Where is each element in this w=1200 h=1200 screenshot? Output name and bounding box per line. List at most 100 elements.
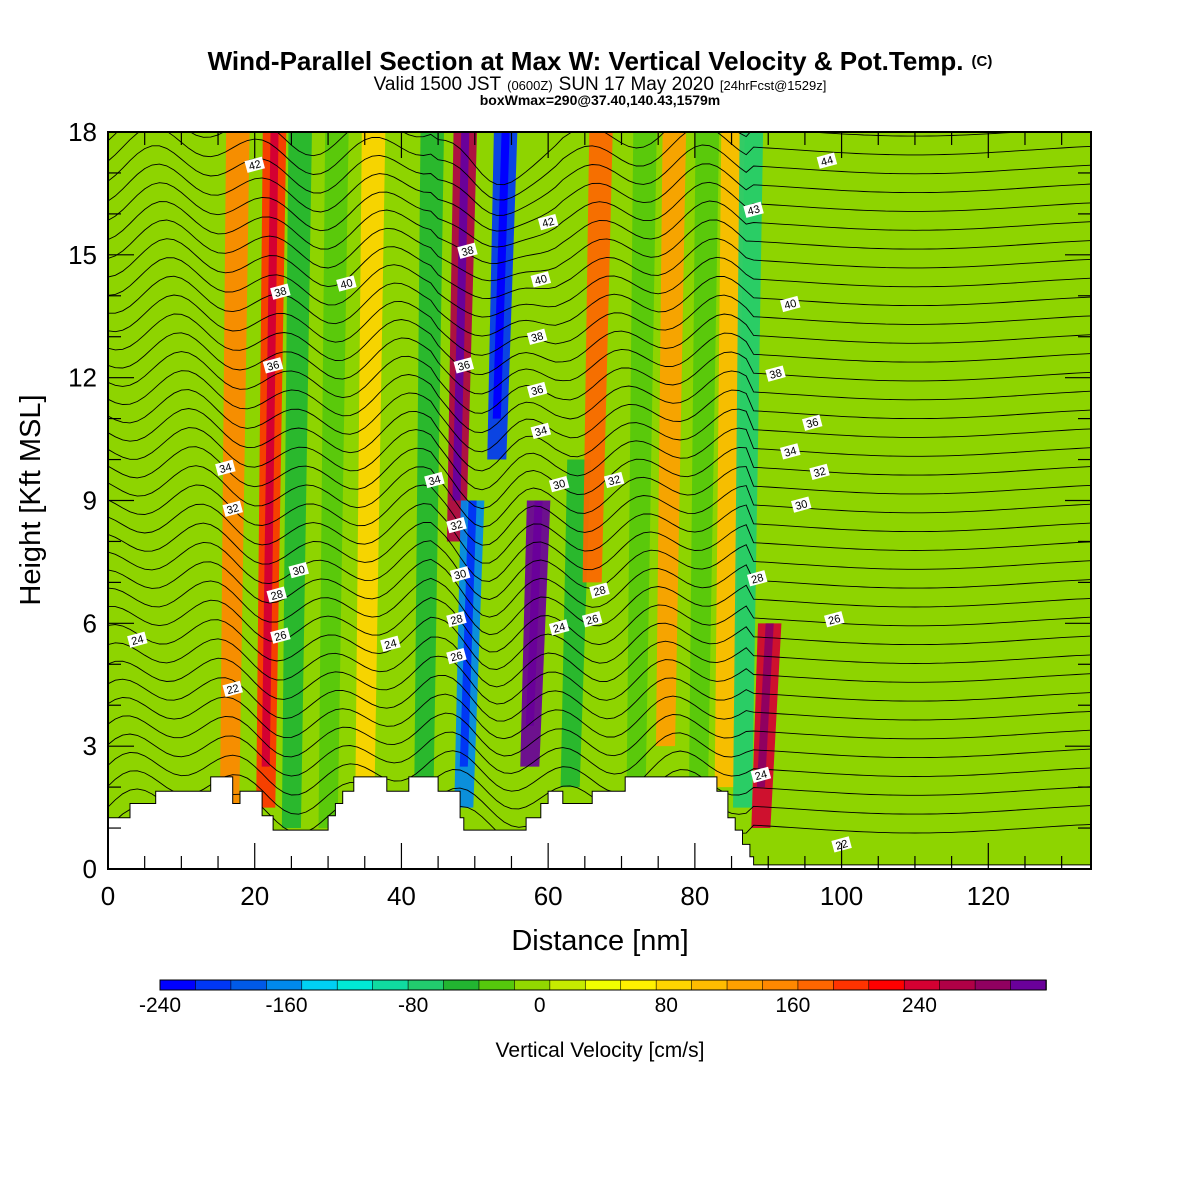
w-band-2 <box>281 132 312 829</box>
contour-label: 26 <box>824 611 845 628</box>
isentrope-26 <box>108 313 1091 376</box>
w-band-13 <box>655 132 687 747</box>
w-band-14 <box>688 132 720 788</box>
w-band-core-6 <box>452 132 470 501</box>
x-tick-label: 80 <box>680 881 709 911</box>
colorbar-tick-label: -160 <box>266 994 308 1017</box>
isentrope-33 <box>108 181 1091 248</box>
colorbar-swatch <box>514 979 551 991</box>
contour-label-text: 32 <box>812 465 827 480</box>
isentrope-15 <box>108 521 1091 582</box>
colorbar-title: Vertical Velocity [cm/s] <box>496 1039 705 1062</box>
contour-label-text: 38 <box>530 330 545 345</box>
contour-label: 34 <box>424 471 445 488</box>
isentrope-5 <box>108 712 1091 758</box>
contour-label: 26 <box>270 627 291 644</box>
colorbar-swatch <box>1010 979 1047 991</box>
contour-label-text: 42 <box>248 158 263 173</box>
contour-label: 28 <box>266 586 287 603</box>
contour-label: 38 <box>765 365 786 382</box>
contour-label: 24 <box>548 619 570 636</box>
isentrope-23 <box>108 370 1091 434</box>
isentrope-10 <box>108 616 1091 670</box>
w-band-core-7 <box>459 500 477 767</box>
contour-label-text: 40 <box>534 273 549 288</box>
contour-label-text: 32 <box>225 502 240 517</box>
colorbar-tick-label: -240 <box>139 994 181 1017</box>
isentrope-28 <box>108 275 1091 337</box>
isentrope-16 <box>108 503 1091 564</box>
contour-label: 36 <box>526 381 548 398</box>
colorbar-swatch <box>549 979 587 991</box>
contour-label-text: 44 <box>820 154 835 169</box>
colorbar-swatch <box>655 979 693 991</box>
w-band-core-17 <box>756 623 774 788</box>
contour-label: 40 <box>530 271 552 288</box>
isentrope-20 <box>108 427 1091 491</box>
colorbar-swatch <box>478 979 516 991</box>
colorbar-frame <box>159 979 1047 991</box>
y-tick-label: 12 <box>68 363 97 393</box>
contour-label-text: 30 <box>552 478 567 493</box>
contour-label-text: 38 <box>273 285 288 300</box>
colorbar-swatch <box>336 979 374 991</box>
contour-label: 24 <box>750 766 772 783</box>
contour-label: 28 <box>589 582 610 599</box>
contour-label: 40 <box>779 295 801 313</box>
colorbar-swatch <box>868 979 906 991</box>
contour-label-text: 24 <box>754 768 769 783</box>
isentrope-32 <box>108 200 1091 264</box>
colorbar-swatch <box>620 979 657 991</box>
colorbar-swatch <box>266 979 303 991</box>
colorbar-swatch <box>691 979 728 991</box>
w-band-core-9 <box>525 500 543 726</box>
w-band-11 <box>582 132 613 583</box>
y-tick-label: 3 <box>83 731 97 761</box>
x-tick-label: 120 <box>967 881 1010 911</box>
contour-label-text: 40 <box>339 277 354 292</box>
isentrope-29 <box>108 256 1091 318</box>
contour-label-text: 30 <box>794 498 809 513</box>
contour-label-text: 34 <box>783 445 798 460</box>
contour-label-text: 40 <box>783 298 798 313</box>
x-axis-label: Distance [nm] <box>511 925 688 957</box>
colorbar-swatch <box>726 979 764 991</box>
contour-label-text: 26 <box>273 629 288 644</box>
isentrope-31 <box>108 219 1091 282</box>
contour-labels: 24 22 34 32 42 38 36 30 28 26 40 24 34 38 36 32 30 28 26 42… <box>127 152 852 853</box>
colorbar-swatch <box>443 979 480 991</box>
contour-label-text: 32 <box>449 519 464 534</box>
colorbar-swatch <box>159 979 197 991</box>
x-axis: 0 20 40 60 80 100 120 <box>101 132 1063 911</box>
w-band-10 <box>560 459 591 788</box>
contour-label: 42 <box>537 213 559 231</box>
isentrope-37 <box>108 132 1025 186</box>
colorbar-tick-label: 240 <box>902 994 937 1017</box>
contour-label-text: 30 <box>453 568 468 583</box>
plot-area: 24 22 34 32 42 38 36 30 28 26 40 24 34 38 36 32 30 28 26 42… <box>108 132 1091 869</box>
contour-label-text: 24 <box>552 621 567 636</box>
contour-label-text: 38 <box>768 367 783 382</box>
y-tick-label: 9 <box>83 486 97 516</box>
colorbar-tick-label: 0 <box>534 994 546 1017</box>
contour-label: 36 <box>453 357 475 374</box>
isentrope-4 <box>108 731 1091 777</box>
contour-label: 43 <box>743 201 764 218</box>
x-tick-label: 100 <box>820 881 863 911</box>
contour-label: 30 <box>449 566 471 583</box>
x-tick-label: 0 <box>101 881 115 911</box>
isentrope-19 <box>108 446 1091 510</box>
isentrope-7 <box>108 674 1091 722</box>
contour-label: 32 <box>809 463 830 480</box>
box-wmax-info: boxWmax=290@37.40,140.43,1579m <box>480 92 721 108</box>
contour-label-text: 42 <box>541 216 556 231</box>
w-band-15 <box>714 132 745 788</box>
contour-label-text: 24 <box>383 637 398 652</box>
colorbar-swatch <box>939 979 976 991</box>
chart-subtitle: Valid 1500 JST (0600Z) SUN 17 May 2020 [24h… <box>374 74 827 95</box>
colorbar-swatch <box>230 979 268 991</box>
contour-label-text: 26 <box>585 613 600 628</box>
contour-label: 38 <box>526 328 548 345</box>
contour-label: 44 <box>816 152 838 169</box>
